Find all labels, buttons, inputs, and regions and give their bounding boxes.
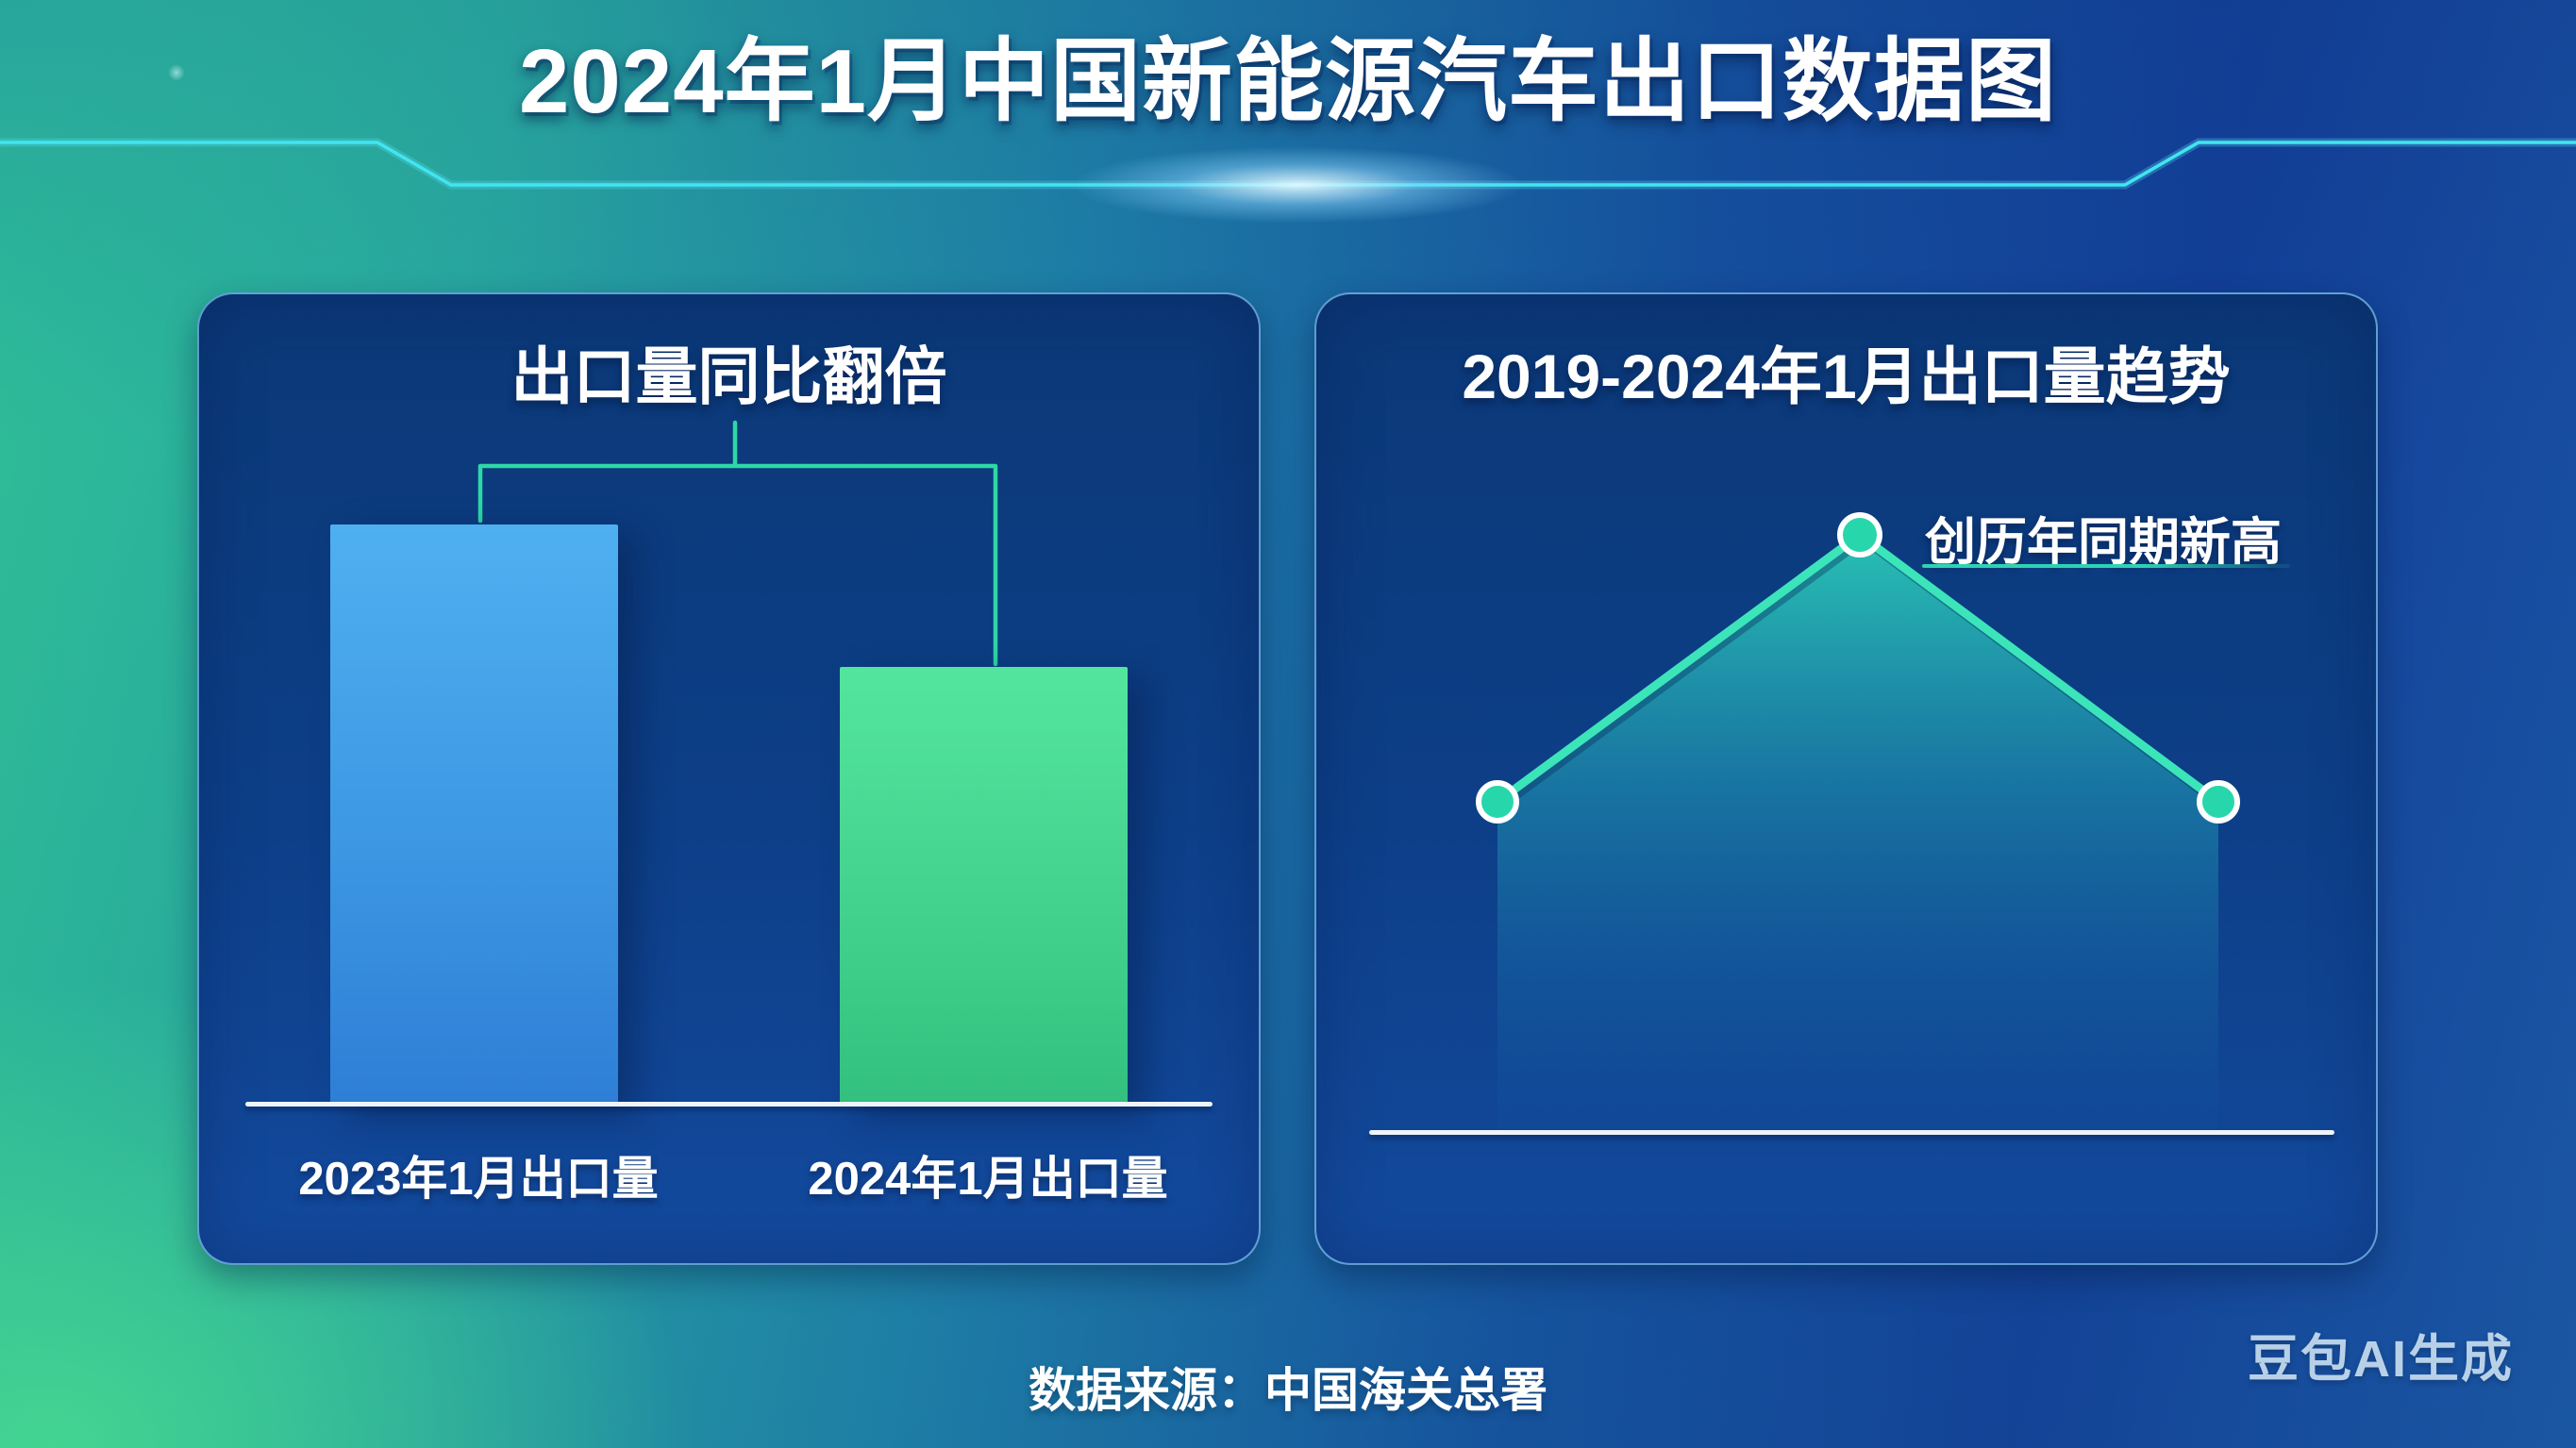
trend-point-left xyxy=(1476,780,1519,824)
bar-label-2024: 2024年1月出口量 xyxy=(808,1154,1168,1205)
trend-chart xyxy=(1476,512,2240,1133)
data-source-text: 数据来源：中国海关总署 xyxy=(1029,1364,1547,1417)
bar-label-2023: 2023年1月出口量 xyxy=(298,1154,659,1205)
record-annotation: 创历年同期新高 xyxy=(1925,514,2282,571)
comparison-bracket xyxy=(477,420,998,667)
spark-dot xyxy=(168,64,185,81)
right-panel-trend-chart: 2019-2024年1月出口量趋势 创历年同期新高 xyxy=(1314,292,2378,1265)
trend-area xyxy=(1497,535,2218,1133)
left-panel-bar-chart: 出口量同比翻倍 2023年1月出口量 2024年1月出口量 xyxy=(197,292,1261,1265)
trend-point-right xyxy=(2197,780,2240,824)
annotation-underline xyxy=(1922,564,2290,568)
right-axis-line xyxy=(1369,1130,2334,1135)
ai-watermark: 豆包AI生成 xyxy=(2248,1331,2514,1388)
divider-glow xyxy=(1076,147,1519,223)
right-panel-title: 2019-2024年1月出口量趋势 xyxy=(1462,341,2231,411)
bar-2024 xyxy=(840,667,1128,1106)
left-axis-line xyxy=(245,1102,1213,1107)
left-panel-title: 出口量同比翻倍 xyxy=(510,341,947,411)
page-title: 2024年1月中国新能源汽车出口数据图 xyxy=(519,31,2057,132)
bar-2023 xyxy=(330,524,618,1106)
trend-point-peak xyxy=(1837,512,1882,558)
